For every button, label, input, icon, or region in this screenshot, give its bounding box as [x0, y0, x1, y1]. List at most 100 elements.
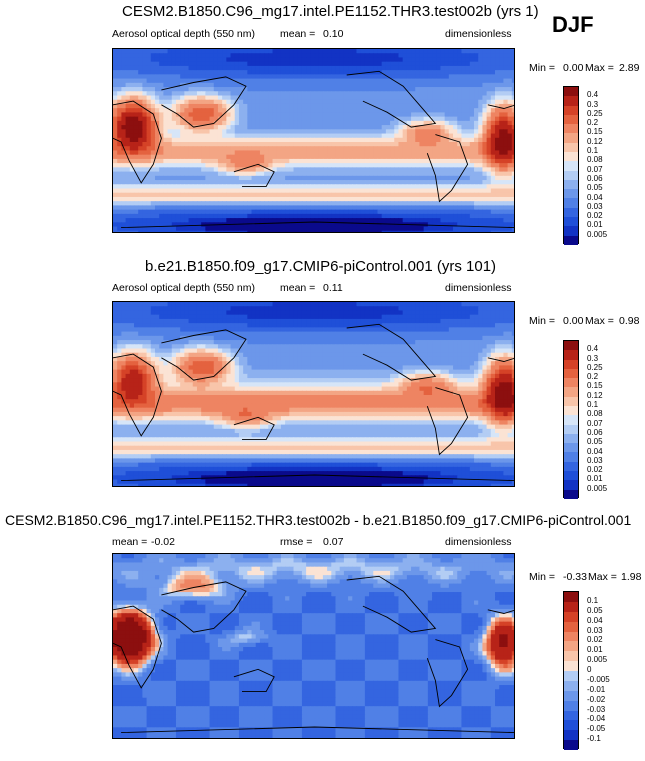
field-cell	[398, 184, 404, 190]
field-cell	[419, 129, 425, 135]
field-cell	[394, 175, 400, 181]
field-cell	[125, 82, 131, 88]
field-cell	[301, 87, 307, 92]
field-cell	[213, 306, 219, 312]
field-cell	[436, 137, 442, 143]
field-cell	[230, 230, 236, 232]
field-cell	[486, 230, 492, 232]
field-cell	[364, 196, 370, 202]
field-cell	[482, 150, 488, 156]
field-cell	[394, 222, 400, 228]
colorbar-swatch	[564, 216, 578, 227]
field-cell	[503, 65, 509, 71]
field-cell	[314, 99, 320, 105]
field-cell	[469, 142, 475, 147]
field-cell	[205, 310, 211, 316]
field-cell	[394, 112, 400, 118]
field-cell	[264, 133, 269, 139]
field-cell	[121, 99, 127, 105]
field-cell	[348, 150, 353, 156]
field-cell	[180, 142, 185, 147]
field-cell	[457, 213, 463, 219]
field-cell	[272, 167, 278, 173]
field-cell	[121, 302, 127, 307]
field-cell	[352, 116, 358, 122]
field-cell	[314, 222, 320, 228]
field-cell	[427, 213, 433, 219]
field-cell	[314, 142, 320, 147]
field-cell	[461, 213, 467, 219]
field-cell	[133, 137, 139, 143]
field-cell	[436, 205, 442, 211]
field-cell	[499, 74, 505, 80]
field-cell	[113, 226, 118, 232]
colorbar-tick-label: 0.12	[587, 136, 603, 146]
field-cell	[318, 91, 324, 97]
field-cell	[213, 70, 219, 75]
field-cell	[402, 306, 408, 312]
field-cell	[184, 120, 190, 126]
field-cell	[234, 226, 240, 232]
field-cell	[259, 49, 265, 54]
field-cell	[478, 133, 484, 139]
field-cell	[457, 95, 463, 101]
field-cell	[163, 180, 169, 185]
field-cell	[469, 78, 475, 84]
field-cell	[293, 146, 299, 152]
field-cell	[495, 99, 500, 105]
field-cell	[369, 213, 374, 219]
field-cell	[163, 91, 169, 97]
field-cell	[436, 318, 442, 324]
field-cell	[154, 218, 160, 223]
field-cell	[259, 218, 265, 223]
field-cell	[419, 184, 425, 190]
field-cell	[444, 120, 450, 126]
field-cell	[142, 116, 148, 122]
field-cell	[171, 125, 177, 130]
field-cell	[474, 108, 479, 114]
field-cell	[251, 95, 257, 101]
field-cell	[129, 201, 135, 207]
field-cell	[432, 112, 437, 118]
field-cell	[226, 201, 232, 207]
field-cell	[142, 99, 148, 105]
field-cell	[352, 57, 358, 63]
field-cell	[503, 188, 509, 194]
field-cell	[478, 188, 484, 194]
field-cell	[293, 65, 299, 71]
field-cell	[167, 65, 173, 71]
field-cell	[251, 146, 257, 152]
field-cell	[201, 158, 206, 164]
field-cell	[175, 87, 181, 92]
field-cell	[142, 226, 148, 232]
field-cell	[436, 61, 442, 67]
field-cell	[478, 302, 484, 307]
field-cell	[272, 180, 278, 185]
field-cell	[385, 78, 391, 84]
field-cell	[255, 314, 261, 320]
field-cell	[175, 171, 181, 177]
field-cell	[259, 158, 265, 164]
field-cell	[419, 137, 425, 143]
field-cell	[289, 70, 295, 75]
field-cell	[159, 158, 164, 164]
field-cell	[318, 49, 324, 54]
field-cell	[268, 184, 274, 190]
field-cell	[495, 180, 500, 185]
field-cell	[360, 213, 366, 219]
field-cell	[457, 154, 463, 160]
field-cell	[117, 171, 122, 177]
field-cell	[364, 82, 370, 88]
field-cell	[364, 314, 370, 320]
field-cell	[209, 91, 215, 97]
field-cell	[373, 116, 379, 122]
field-cell	[373, 323, 379, 328]
field-cell	[461, 314, 467, 320]
field-cell	[453, 154, 458, 160]
field-cell	[142, 150, 148, 156]
field-cell	[226, 137, 232, 143]
field-cell	[419, 49, 425, 54]
field-cell	[293, 188, 299, 194]
field-cell	[205, 129, 211, 135]
field-cell	[113, 146, 118, 152]
